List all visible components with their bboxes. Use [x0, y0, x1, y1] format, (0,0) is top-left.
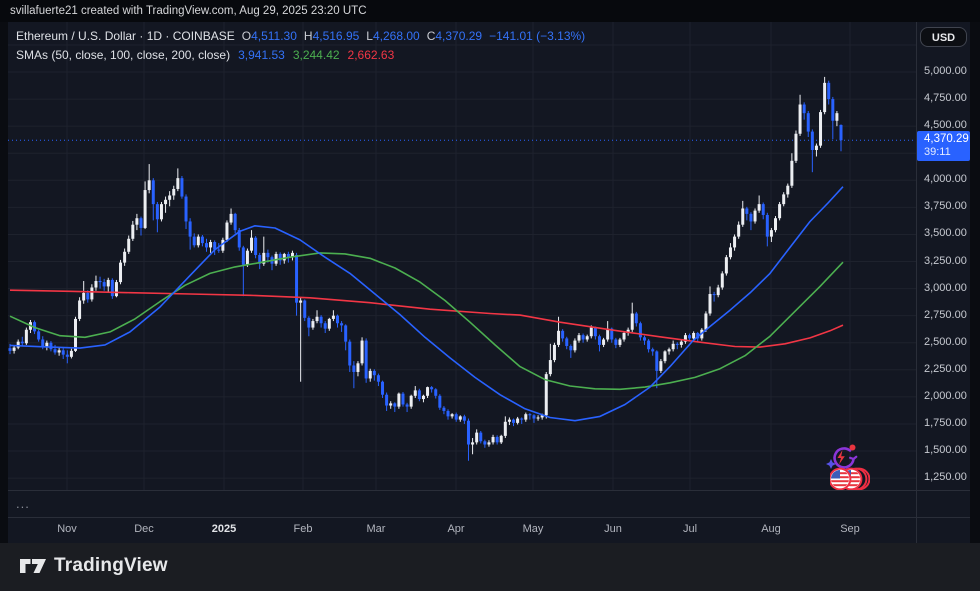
sma50-value: 3,941.53 [238, 48, 285, 62]
price-axis-label: 2,250.00 [924, 362, 967, 375]
sma100-value: 3,244.42 [292, 48, 340, 62]
price-axis-label: 3,250.00 [924, 254, 967, 267]
tradingview-logo[interactable]: TradingView [20, 554, 168, 578]
close-label: C [426, 29, 436, 43]
price-axis-label: 4,000.00 [924, 173, 967, 186]
time-axis-label: 2025 [211, 523, 237, 535]
price-axis-label: 2,500.00 [924, 335, 967, 348]
circular-arrows-icon [826, 444, 858, 469]
symbol-title[interactable]: Ethereum / U.S. Dollar · 1D · COINBASE [16, 29, 235, 43]
price-axis-label: 1,500.00 [924, 444, 967, 457]
chart-widget: Ethereum / U.S. Dollar · 1D · COINBASE O4… [8, 22, 970, 543]
price-axis-label: 1,250.00 [924, 471, 967, 484]
time-axis-label: Aug [761, 523, 781, 535]
time-axis-label: Feb [293, 523, 313, 535]
time-axis-label: Dec [134, 523, 154, 535]
price-axis-label: 3,500.00 [924, 227, 967, 240]
price-axis-label: 1,750.00 [924, 416, 967, 429]
low-value: 4,268.00 [372, 29, 420, 43]
time-axis-border [8, 517, 970, 518]
pane-separator[interactable] [8, 490, 970, 491]
low-label: L [366, 29, 373, 43]
sma100-line [9, 252, 844, 391]
price-axis-label: 2,750.00 [924, 308, 967, 321]
time-axis-label: Jun [604, 523, 622, 535]
price-axis-label: 3,750.00 [924, 200, 967, 213]
sma200-line [9, 289, 844, 348]
price-axis-label: 4,500.00 [924, 119, 967, 132]
high-value: 4,516.95 [312, 29, 360, 43]
candlestick-series [8, 76, 843, 461]
time-axis-label: Jul [682, 523, 698, 535]
attribution-bar: svillafuerte21 created with TradingView.… [0, 0, 980, 22]
tradingview-mark-icon [20, 559, 46, 573]
last-price-label[interactable]: 4,370.29 39:11 [917, 131, 970, 162]
sma-title[interactable]: SMAs (50, close, 100, close, 200, close) [16, 48, 231, 62]
flag-coins-sticker[interactable] [828, 466, 871, 492]
grid-lines [8, 22, 916, 490]
open-label: O [241, 29, 252, 43]
price-axis[interactable]: USD 4,370.29 39:11 5,000.00 4,750.00 4,500… [917, 22, 970, 543]
symbol-legend-row[interactable]: Ethereum / U.S. Dollar · 1D · COINBASE O4… [16, 29, 585, 44]
sma-legend-row[interactable]: SMAs (50, close, 100, close, 200, close)… [16, 48, 585, 63]
footer-bar: TradingView [0, 543, 980, 591]
sma50-line [9, 186, 844, 422]
time-axis-label: May [522, 523, 544, 535]
close-value: 4,370.29 [435, 29, 483, 43]
price-axis-label: 3,000.00 [924, 281, 967, 294]
last-price-value: 4,370.29 [924, 133, 969, 146]
time-axis-label: Nov [57, 523, 77, 535]
chart-plot-area[interactable] [8, 22, 916, 490]
time-axis-label: Sep [840, 523, 860, 535]
chart-legend: Ethereum / U.S. Dollar · 1D · COINBASE O4… [16, 29, 585, 67]
exchange-arrows-sticker[interactable] [826, 443, 858, 473]
sma200-value: 2,662.63 [347, 48, 395, 62]
attribution-text: svillafuerte21 created with TradingView.… [10, 5, 367, 17]
time-axis[interactable]: Nov Dec 2025 Feb Mar Apr May Jun Jul Aug Sep [8, 518, 916, 543]
pane-menu-button[interactable]: ... [16, 496, 30, 511]
currency-toggle-button[interactable]: USD [920, 27, 967, 47]
high-label: H [303, 29, 313, 43]
bar-countdown: 39:11 [924, 146, 951, 159]
collapsed-pane: ... [8, 491, 916, 517]
candlestick-chart[interactable] [8, 22, 916, 490]
time-axis-label: Mar [366, 523, 386, 535]
open-value: 4,511.30 [251, 29, 297, 43]
tradingview-wordmark: TradingView [54, 555, 168, 576]
change-value: −141.01 (−3.13%) [489, 29, 586, 43]
price-axis-label: 4,750.00 [924, 92, 967, 105]
price-axis-label: 5,000.00 [924, 65, 967, 78]
usa-flag-coins-icon [828, 467, 871, 491]
price-axis-border [916, 22, 917, 543]
time-axis-label: Apr [447, 523, 465, 535]
price-axis-label: 2,000.00 [924, 389, 967, 402]
